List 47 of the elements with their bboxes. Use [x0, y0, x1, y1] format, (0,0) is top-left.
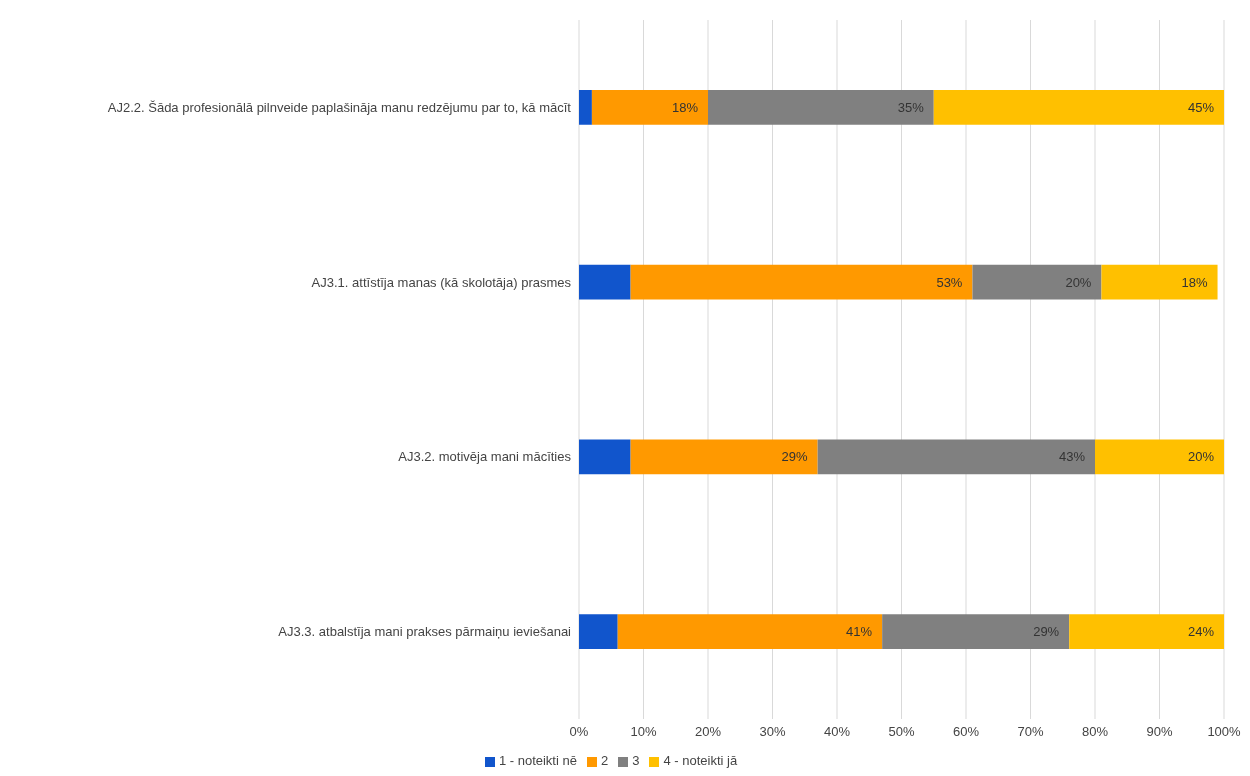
x-tick-label: 90% — [1146, 724, 1173, 740]
y-tick-label: AJ3.1. attīstīja manas (kā skolotāja) prasmes — [311, 274, 572, 290]
bar — [579, 89, 592, 125]
data-label: 29% — [781, 449, 809, 465]
bar — [591, 89, 708, 125]
data-label: 35% — [897, 99, 925, 115]
x-tick-label: 60% — [952, 724, 980, 740]
y-tick-label: AJ2.2. Šāda profesionālā pilnveide paplašināja manu redzējumu par to, kā mācīt — [107, 99, 572, 115]
x-tick-label: 20% — [694, 724, 722, 740]
bar — [630, 264, 973, 300]
x-tick-label: 100% — [1207, 724, 1242, 740]
bar — [1101, 264, 1218, 300]
bar — [817, 439, 1095, 475]
legend-label: 1 - noteikti nē — [498, 753, 577, 768]
x-tick-label: 30% — [759, 724, 786, 740]
bar — [933, 89, 1224, 125]
x-tick-label: 70% — [1017, 724, 1044, 740]
data-label: 18% — [1181, 274, 1208, 290]
bar — [1069, 614, 1224, 650]
x-tick-label: 0% — [569, 724, 589, 740]
data-label: 18% — [671, 99, 699, 115]
data-label: 20% — [1065, 274, 1092, 290]
bar — [708, 89, 934, 125]
legend-label: 3 — [632, 753, 640, 768]
data-label: 53% — [936, 274, 963, 290]
data-label: 43% — [1058, 449, 1086, 465]
x-tick-label: 10% — [630, 724, 657, 740]
bar — [579, 264, 631, 300]
x-tick-label: 80% — [1081, 724, 1109, 740]
legend-label: 2 — [600, 753, 609, 768]
bar — [1095, 439, 1224, 475]
data-label: 45% — [1187, 99, 1215, 115]
bar — [882, 614, 1070, 650]
x-tick-label: 40% — [823, 724, 851, 740]
y-tick-label: AJ3.3. atbalstīja mani prakses pārmaiņu ieviešanai — [278, 624, 572, 640]
legend-label: 4 - noteikti jā — [663, 753, 738, 768]
data-label: 24% — [1187, 624, 1215, 640]
bar — [630, 439, 818, 475]
data-label: 41% — [846, 624, 873, 640]
data-label: 20% — [1187, 449, 1215, 465]
bar — [579, 439, 631, 475]
bar — [972, 264, 1102, 300]
bar — [579, 614, 618, 650]
data-label: 29% — [1033, 624, 1060, 640]
x-tick-label: 50% — [888, 724, 915, 740]
bar — [617, 614, 883, 650]
y-tick-label: AJ3.2. motivēja mani mācīties — [398, 449, 572, 465]
